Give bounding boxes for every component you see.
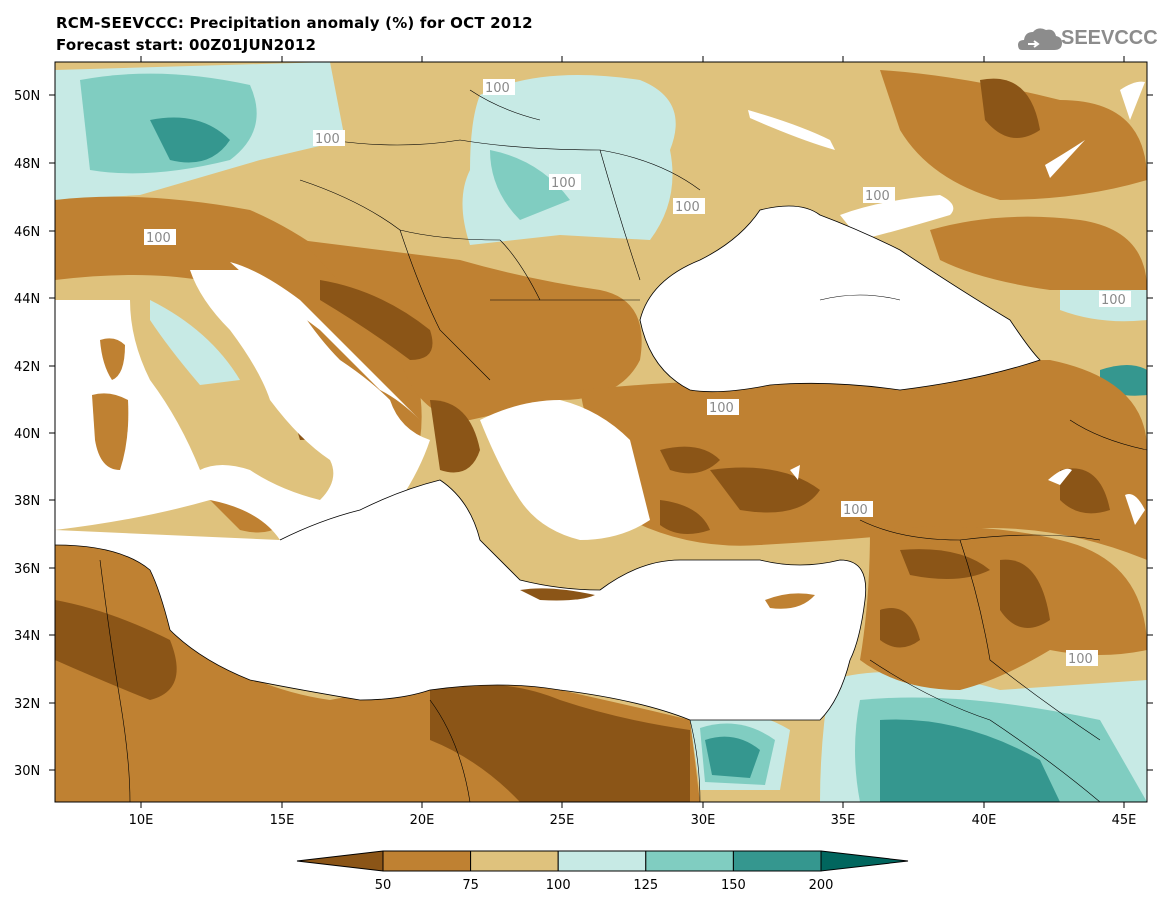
lon-label: 10E [129, 813, 154, 828]
contour-label: 100 [1068, 652, 1093, 667]
legend-tick: 150 [721, 878, 746, 893]
contour-label: 100 [485, 81, 510, 96]
aegean-sea [480, 400, 650, 540]
legend-tick: 75 [462, 878, 479, 893]
contour-label: 100 [146, 231, 171, 246]
anomaly-area [660, 446, 720, 474]
lat-label: 46N [14, 225, 40, 240]
logo-text: SEEVCCC [1061, 27, 1158, 49]
map-field: 100 100 100 100 100 100 100 100 100 100 [55, 62, 1147, 802]
lat-label: 44N [14, 292, 40, 307]
anomaly-area [880, 608, 920, 648]
anomaly-area [980, 78, 1040, 138]
legend-bin [470, 850, 559, 872]
lon-label: 45E [1112, 813, 1137, 828]
lon-label: 35E [831, 813, 856, 828]
mediterranean-coastline [55, 479, 867, 721]
lat-label: 32N [14, 697, 40, 712]
anomaly-area [900, 549, 990, 579]
no-data-area [748, 110, 835, 150]
legend-arrow-high [820, 850, 909, 872]
contour-label: 100 [1101, 293, 1126, 308]
anomaly-area [430, 400, 480, 473]
no-data-area [1048, 468, 1072, 485]
contour-label: 100 [865, 189, 890, 204]
contour-labels: 100 100 100 100 100 100 100 100 100 100 [144, 79, 1131, 667]
contour-label: 100 [315, 132, 340, 147]
lat-label: 30N [14, 764, 40, 779]
contour-label: 100 [551, 176, 576, 191]
black-sea [640, 206, 1040, 392]
anomaly-area [705, 736, 760, 778]
adriatic-sea [230, 262, 420, 420]
sardinia-island [92, 393, 129, 470]
lat-label: 34N [14, 629, 40, 644]
legend-tick: 200 [809, 878, 834, 893]
anomaly-area [930, 216, 1147, 290]
crete-island [520, 588, 595, 601]
lon-label: 15E [270, 813, 295, 828]
lat-axis: 50N 48N 46N 44N 42N 40N 38N 36N 34N 32N … [14, 89, 1153, 779]
country-borders [99, 89, 1147, 802]
legend-bin [382, 850, 472, 872]
lon-axis: 10E 15E 20E 25E 30E 35E 40E 45E [129, 56, 1137, 828]
corsica-island [100, 338, 125, 380]
anomaly-area [430, 684, 690, 802]
cloud-logo-icon [1018, 28, 1062, 50]
legend-bin [732, 850, 822, 872]
black-sea-coastline [639, 205, 1041, 393]
legend-bin [557, 850, 647, 872]
cyprus-island [765, 593, 815, 609]
map-frame [54, 61, 1148, 803]
anomaly-area [880, 719, 1060, 802]
sea-of-azov [840, 195, 954, 240]
anomaly-area [490, 150, 570, 220]
lat-label: 48N [14, 157, 40, 172]
legend-tick: 125 [633, 878, 658, 893]
lon-label: 40E [972, 813, 997, 828]
anomaly-area [1060, 468, 1110, 514]
color-legend: 50 75 100 125 150 200 [296, 850, 909, 893]
map-title: RCM-SEEVCCC: Precipitation anomaly (%) f… [56, 14, 533, 32]
anomaly-area [150, 117, 230, 163]
lon-label: 20E [410, 813, 435, 828]
contour-label: 100 [709, 401, 734, 416]
legend-tick: 100 [546, 878, 571, 893]
no-data-area [1120, 81, 1145, 120]
anomaly-area [55, 600, 177, 700]
lon-label: 30E [691, 813, 716, 828]
lat-label: 50N [14, 89, 40, 104]
lat-label: 40N [14, 427, 40, 442]
lon-label: 25E [550, 813, 575, 828]
legend-bin [645, 850, 734, 872]
legend-arrow-low [296, 850, 384, 872]
anomaly-area [150, 300, 240, 385]
forecast-start: Forecast start: 00Z01JUN2012 [56, 36, 317, 54]
no-data-area [1125, 494, 1145, 525]
anomaly-area [300, 240, 642, 420]
anomaly-area [1000, 559, 1050, 628]
eastern-mediterranean [55, 480, 866, 720]
lat-label: 36N [14, 562, 40, 577]
anomaly-area [710, 467, 820, 513]
contour-label: 100 [675, 200, 700, 215]
tyrrhenian-sea [55, 270, 430, 560]
anomaly-area [320, 280, 433, 360]
no-data-area [790, 465, 800, 480]
lat-label: 42N [14, 360, 40, 375]
contour-label: 100 [843, 503, 868, 518]
legend-tick: 50 [375, 878, 392, 893]
lat-label: 38N [14, 494, 40, 509]
anomaly-area [660, 500, 710, 534]
no-data-area [1045, 140, 1085, 178]
